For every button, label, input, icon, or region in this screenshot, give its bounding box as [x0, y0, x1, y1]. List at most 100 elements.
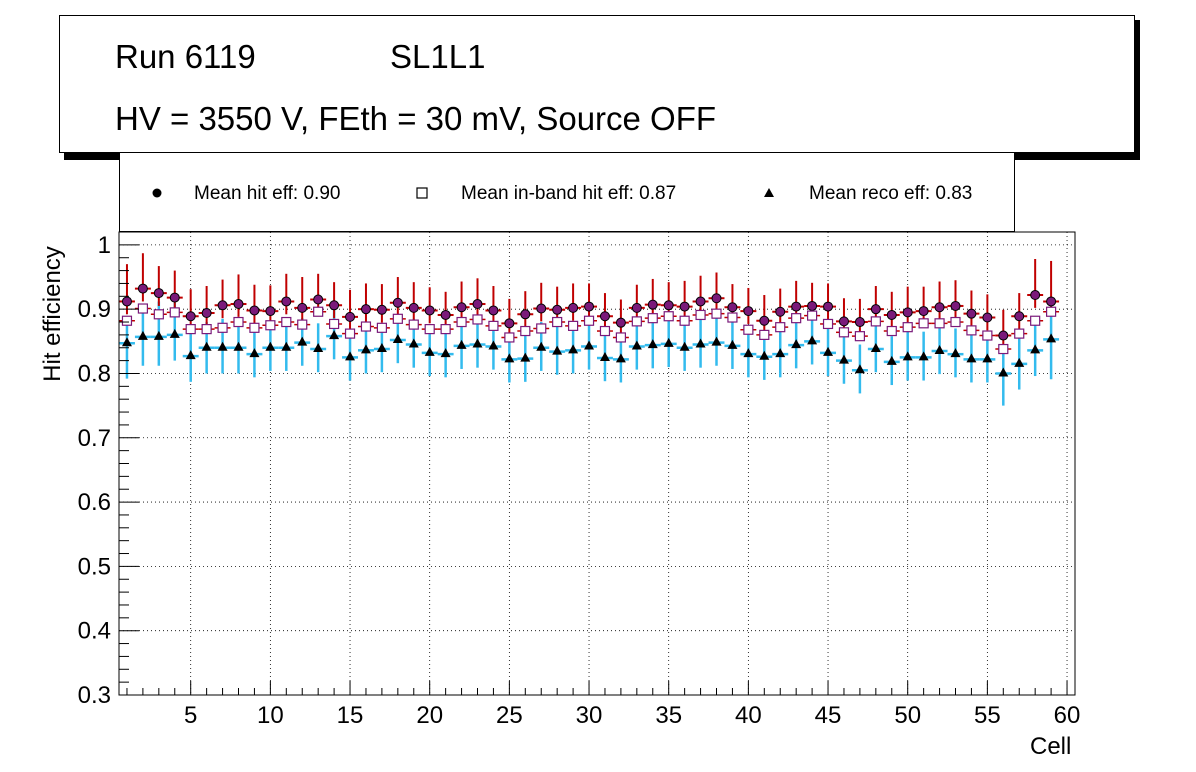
plot-frame — [118, 231, 1076, 696]
reco-eff-point — [854, 364, 865, 374]
hit-eff-point — [169, 292, 180, 303]
hit-eff-point — [966, 308, 977, 319]
hit-eff-point — [552, 304, 563, 315]
reco-eff-point — [217, 341, 228, 351]
inband-eff-point — [950, 316, 961, 328]
hit-eff-point — [998, 330, 1009, 341]
inband-eff-point — [615, 332, 627, 343]
hit-eff-point — [424, 305, 435, 316]
reco-eff-point — [711, 336, 722, 346]
run-label: Run 6119 — [115, 38, 256, 75]
inband-eff-point — [153, 309, 164, 320]
x-axis-label: Cell — [1030, 733, 1072, 760]
reco-eff-point — [520, 352, 531, 362]
reco-eff-point — [488, 340, 499, 350]
y-tick-label: 0.6 — [78, 489, 111, 516]
reco-eff-point — [552, 345, 563, 355]
hit-eff-point — [982, 312, 993, 323]
inband-eff-point — [806, 310, 818, 321]
hit-eff-point — [584, 301, 595, 312]
legend-reco-eff: Mean reco eff: 0.83 — [809, 183, 973, 204]
inband-eff-point — [360, 321, 372, 332]
reco-eff-point — [472, 338, 483, 348]
hit-eff-point — [695, 296, 706, 307]
inband-eff-point — [902, 322, 913, 333]
hit-eff-point — [950, 300, 961, 311]
legend-hit-eff: Mean hit eff: 0.90 — [194, 183, 341, 204]
hit-eff-point — [679, 301, 690, 312]
hit-eff-point — [807, 300, 818, 311]
hit-eff-point — [1030, 290, 1041, 301]
inband-eff-point — [552, 316, 563, 328]
y-tick-label: 0.3 — [78, 682, 111, 709]
hit-eff-point — [647, 299, 658, 310]
inband-eff-point — [408, 319, 419, 330]
inband-eff-point — [791, 313, 802, 324]
reco-eff-point — [807, 335, 818, 345]
hit-eff-point — [902, 307, 913, 318]
reco-eff-point — [679, 341, 690, 351]
y-tick-label: 0.4 — [78, 618, 111, 645]
inband-eff-point — [472, 314, 483, 325]
inband-eff-point — [217, 322, 228, 333]
reco-eff-point — [998, 367, 1009, 377]
y-axis-label: Hit efficiency — [39, 246, 66, 382]
reco-eff-point — [249, 348, 260, 358]
x-tick-label: 5 — [184, 702, 197, 729]
reco-eff-point — [982, 353, 993, 363]
reco-eff-point — [615, 353, 626, 363]
inband-eff-point — [759, 329, 770, 340]
reco-eff-point — [329, 330, 340, 340]
inband-eff-point — [297, 319, 308, 330]
hit-eff-point — [759, 315, 770, 326]
inband-eff-point — [504, 332, 515, 343]
reco-eff-point — [1046, 333, 1057, 343]
y-tick-label: 0.8 — [78, 360, 111, 387]
reco-eff-point — [838, 354, 849, 364]
hit-eff-point — [1046, 296, 1057, 307]
x-tick-label: 30 — [576, 702, 603, 729]
x-tick-label: 25 — [496, 702, 523, 729]
hit-eff-point — [743, 306, 754, 317]
inband-eff-point — [185, 324, 196, 335]
reco-eff-point — [185, 350, 196, 360]
legend-circle-marker — [152, 188, 162, 198]
legend-triangle-marker — [764, 188, 774, 197]
inband-eff-point — [647, 313, 658, 324]
inband-eff-point — [424, 324, 435, 335]
x-tick-label: 10 — [257, 702, 284, 729]
inband-eff-point — [918, 318, 929, 329]
x-tick-label: 45 — [815, 702, 842, 729]
reco-eff-point — [823, 346, 834, 356]
hit-eff-point — [886, 309, 897, 320]
hit-eff-point — [1014, 311, 1025, 322]
inband-eff-point — [201, 324, 212, 335]
inband-eff-point — [313, 306, 324, 317]
hit-eff-point — [775, 306, 786, 317]
hit-eff-point — [854, 317, 865, 328]
hit-eff-point — [504, 318, 515, 329]
hit-eff-point — [599, 311, 610, 322]
inband-eff-point — [695, 309, 706, 321]
y-tick-label: 1 — [98, 232, 111, 259]
hit-eff-point — [536, 303, 547, 314]
hit-eff-point — [392, 297, 403, 308]
reco-eff-point — [1030, 344, 1041, 354]
hit-eff-point — [631, 302, 642, 313]
hit-eff-point — [217, 300, 228, 311]
inband-eff-point — [392, 313, 403, 324]
inband-eff-point — [599, 325, 611, 337]
reco-eff-point — [440, 348, 451, 358]
inband-eff-point — [567, 320, 579, 331]
inband-eff-point — [344, 328, 356, 339]
hit-eff-point — [520, 309, 531, 320]
inband-eff-point — [536, 323, 547, 334]
grid-lines — [119, 232, 1075, 695]
hit-eff-point — [376, 304, 387, 315]
inband-eff-point — [1014, 328, 1025, 339]
reco-eff-point — [536, 341, 547, 351]
hit-eff-point — [360, 304, 371, 315]
x-tick-label: 60 — [1054, 702, 1081, 729]
reco-eff-point — [281, 341, 292, 351]
inband-eff-point — [870, 316, 881, 327]
